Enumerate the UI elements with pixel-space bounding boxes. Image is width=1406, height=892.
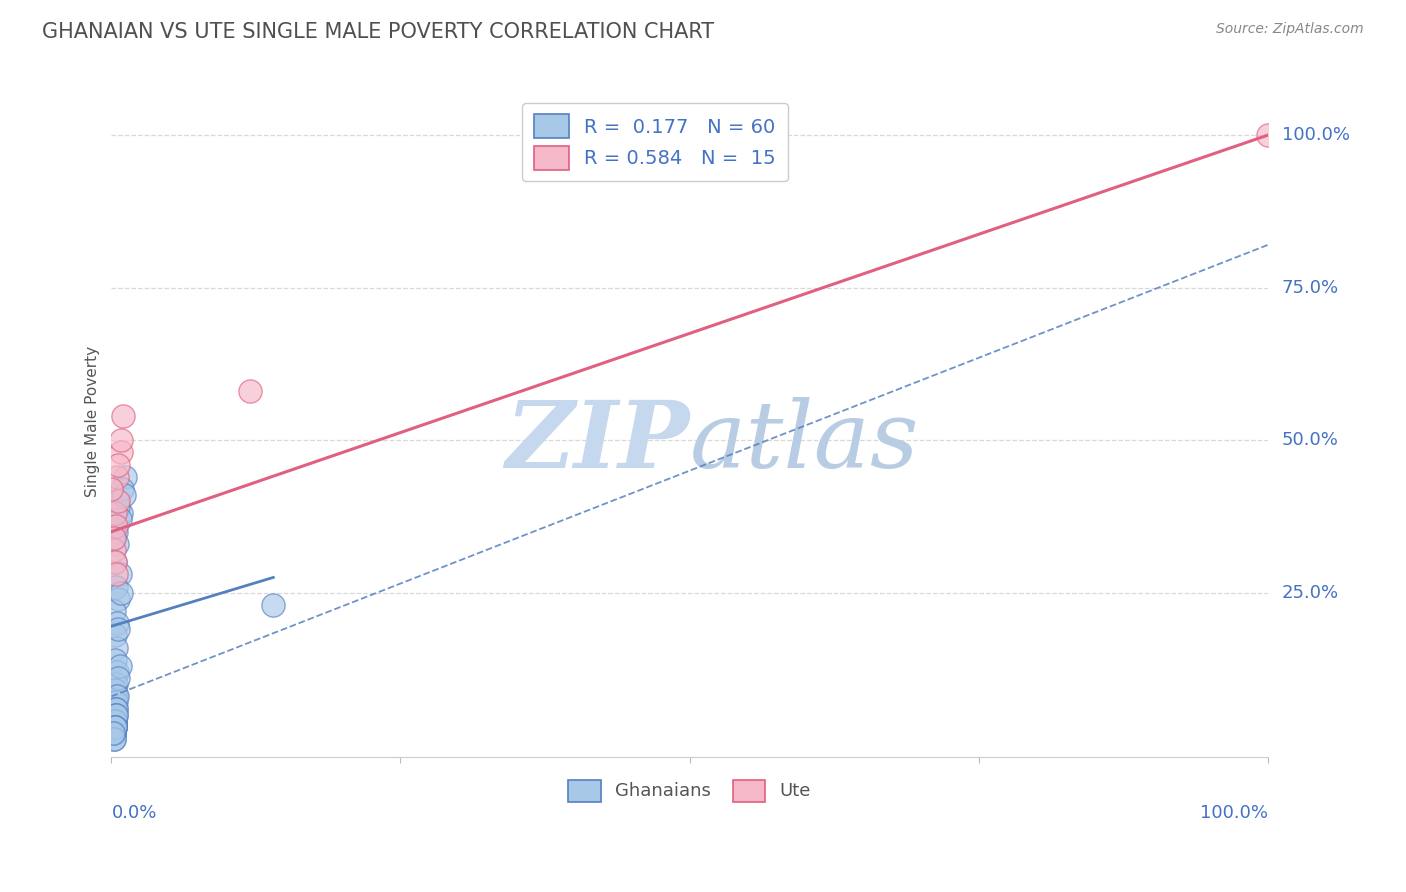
- Point: [104, 720, 127, 734]
- Point: [105, 524, 128, 539]
- Text: 50.0%: 50.0%: [1282, 431, 1339, 450]
- Point: [111, 409, 134, 423]
- Text: 0.0%: 0.0%: [111, 805, 157, 822]
- Point: [104, 683, 127, 698]
- Point: [104, 714, 127, 728]
- Point: [104, 720, 127, 734]
- Text: atlas: atlas: [689, 397, 920, 487]
- Point: [262, 598, 284, 612]
- Text: 100.0%: 100.0%: [1282, 126, 1350, 145]
- Point: [105, 707, 128, 722]
- Point: [103, 732, 125, 747]
- Text: GHANAIAN VS UTE SINGLE MALE POVERTY CORRELATION CHART: GHANAIAN VS UTE SINGLE MALE POVERTY CORR…: [42, 22, 714, 42]
- Point: [108, 512, 131, 526]
- Point: [104, 701, 127, 715]
- Point: [103, 696, 125, 710]
- Y-axis label: Single Male Poverty: Single Male Poverty: [86, 346, 100, 498]
- Point: [103, 714, 125, 728]
- Point: [110, 507, 132, 521]
- Point: [105, 707, 128, 722]
- Text: ZIP: ZIP: [505, 397, 689, 487]
- Point: [101, 726, 124, 740]
- Point: [104, 714, 127, 728]
- Point: [103, 720, 125, 734]
- Point: [111, 482, 134, 496]
- Point: [105, 665, 128, 679]
- Point: [108, 567, 131, 582]
- Point: [104, 714, 127, 728]
- Point: [103, 604, 125, 618]
- Point: [1257, 128, 1279, 143]
- Point: [104, 707, 127, 722]
- Point: [104, 628, 127, 642]
- Point: [105, 518, 128, 533]
- Point: [104, 518, 127, 533]
- Point: [105, 690, 128, 704]
- Point: [104, 720, 127, 734]
- Point: [107, 500, 129, 515]
- Point: [105, 567, 128, 582]
- Point: [105, 580, 128, 594]
- Point: [105, 701, 128, 715]
- Point: [103, 726, 125, 740]
- Point: [100, 482, 122, 496]
- Point: [104, 507, 127, 521]
- Point: [110, 445, 132, 459]
- Point: [104, 720, 127, 734]
- Point: [105, 690, 128, 704]
- Point: [112, 488, 135, 502]
- Point: [108, 659, 131, 673]
- Point: [104, 555, 127, 569]
- Point: [104, 701, 127, 715]
- Point: [104, 555, 127, 569]
- Point: [110, 585, 132, 599]
- Point: [103, 707, 125, 722]
- Point: [110, 433, 132, 447]
- Point: [104, 653, 127, 667]
- Point: [105, 616, 128, 631]
- Point: [107, 591, 129, 606]
- Point: [105, 696, 128, 710]
- Point: [103, 726, 125, 740]
- Point: [103, 543, 125, 558]
- Point: [105, 677, 128, 691]
- Point: [103, 720, 125, 734]
- Point: [105, 537, 128, 551]
- Point: [104, 720, 127, 734]
- Text: Source: ZipAtlas.com: Source: ZipAtlas.com: [1216, 22, 1364, 37]
- Point: [239, 384, 262, 399]
- Point: [103, 531, 125, 545]
- Point: [104, 707, 127, 722]
- Point: [105, 701, 128, 715]
- Point: [104, 714, 127, 728]
- Point: [105, 470, 128, 484]
- Point: [114, 470, 136, 484]
- Point: [105, 494, 128, 508]
- Point: [103, 732, 125, 747]
- Point: [107, 458, 129, 472]
- Text: 100.0%: 100.0%: [1199, 805, 1268, 822]
- Point: [103, 726, 125, 740]
- Point: [103, 531, 125, 545]
- Legend: Ghanaians, Ute: Ghanaians, Ute: [561, 772, 818, 809]
- Point: [107, 494, 129, 508]
- Point: [103, 726, 125, 740]
- Point: [105, 640, 128, 655]
- Text: 25.0%: 25.0%: [1282, 583, 1339, 602]
- Text: 75.0%: 75.0%: [1282, 278, 1339, 297]
- Point: [107, 622, 129, 636]
- Point: [107, 671, 129, 685]
